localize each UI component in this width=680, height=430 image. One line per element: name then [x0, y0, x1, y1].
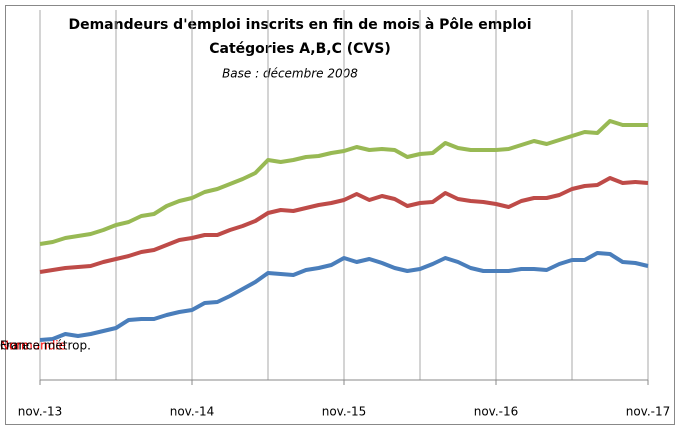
x-tick-label: nov.-14 [170, 405, 215, 419]
x-tick-label: nov.-13 [18, 405, 63, 419]
series-line [39, 251, 649, 342]
legend-label: Normandie [0, 339, 66, 353]
x-tick-label: nov.-15 [322, 405, 367, 419]
legend-label: Orne [0, 339, 29, 353]
chart-frame [5, 5, 675, 425]
x-tick-label: nov.-16 [474, 405, 519, 419]
x-tick-label: nov.-17 [626, 405, 671, 419]
chart-subtitle: Catégories A,B,C (CVS) [209, 41, 391, 57]
legend-label: France métrop. [0, 339, 91, 353]
chart-title: Demandeurs d'emploi inscrits en fin de m… [68, 17, 531, 33]
series-line [39, 176, 649, 274]
annotation: Base : décembre 2008 [222, 67, 358, 81]
series-line [39, 119, 648, 246]
